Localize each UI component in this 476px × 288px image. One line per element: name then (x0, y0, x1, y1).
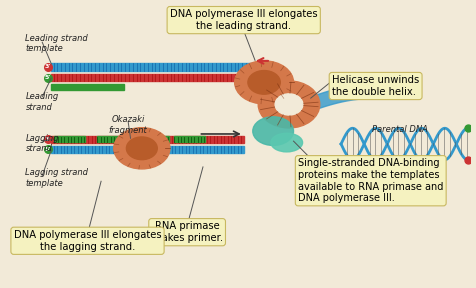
Text: Okazaki
fragment: Okazaki fragment (109, 115, 148, 135)
Ellipse shape (271, 133, 303, 152)
Bar (51, 136, 244, 143)
Ellipse shape (248, 71, 280, 94)
Bar (137, 137, 169, 142)
Ellipse shape (253, 117, 294, 145)
Bar (174, 137, 205, 142)
Ellipse shape (258, 81, 320, 128)
Text: Lagging strand
template: Lagging strand template (26, 168, 89, 188)
Text: 5': 5' (44, 147, 51, 152)
Text: DNA polymerase III elongates
the lagging strand.: DNA polymerase III elongates the lagging… (14, 230, 161, 252)
Text: Leading strand
template: Leading strand template (26, 34, 88, 53)
Text: Lagging
strand: Lagging strand (26, 134, 59, 154)
Text: DNA polymerase III elongates
the leading strand.: DNA polymerase III elongates the leading… (170, 9, 317, 31)
Ellipse shape (114, 128, 170, 169)
Bar (51, 74, 259, 81)
Ellipse shape (127, 137, 157, 160)
Text: 3': 3' (44, 137, 51, 142)
Text: RNA primase
makes primer.: RNA primase makes primer. (151, 221, 223, 243)
Bar (51, 63, 259, 71)
Ellipse shape (275, 94, 303, 115)
Bar (51, 146, 244, 153)
Text: 3': 3' (44, 65, 51, 69)
Bar (51, 84, 124, 90)
Bar (54, 137, 85, 142)
Text: 5': 5' (44, 75, 51, 80)
Text: Helicase unwinds
the double helix.: Helicase unwinds the double helix. (332, 75, 419, 97)
Text: Single-stranded DNA-binding
proteins make the templates
available to RNA primase: Single-stranded DNA-binding proteins mak… (298, 158, 444, 203)
Ellipse shape (235, 61, 294, 104)
Text: Parental DNA: Parental DNA (372, 125, 428, 134)
Text: Leading
strand: Leading strand (26, 92, 59, 112)
Bar (97, 137, 128, 142)
